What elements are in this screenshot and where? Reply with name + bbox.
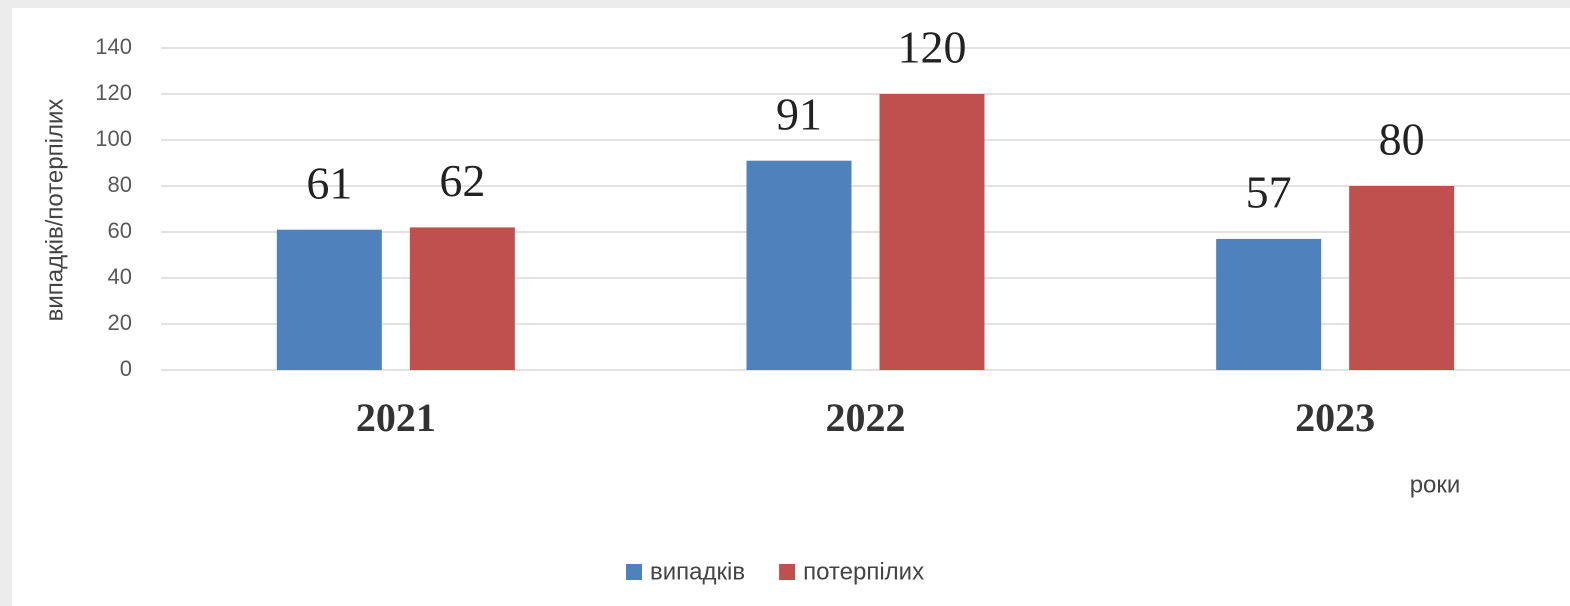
legend-swatch	[779, 564, 796, 580]
bar	[879, 94, 985, 370]
x-tick-label: 2022	[826, 395, 906, 440]
y-tick-label: 40	[108, 264, 132, 289]
x-tick-label: 2021	[356, 395, 436, 440]
y-tick-label: 80	[108, 172, 132, 197]
y-tick-label: 120	[95, 80, 132, 105]
data-label: 62	[439, 155, 485, 206]
bar	[276, 229, 382, 370]
data-label: 80	[1379, 114, 1425, 165]
legend-swatch	[626, 564, 642, 580]
legend-label: випадків	[650, 558, 745, 585]
data-label: 120	[898, 22, 967, 73]
y-tick-label: 0	[120, 356, 132, 381]
x-tick-label: 2023	[1295, 395, 1375, 440]
bar	[409, 227, 515, 370]
legend-label: потерпілих	[803, 558, 924, 585]
bar	[746, 160, 852, 370]
bar	[1216, 238, 1322, 370]
bar	[1349, 186, 1455, 370]
y-tick-label: 140	[95, 34, 132, 59]
data-label: 61	[306, 157, 352, 208]
y-tick-label: 20	[108, 310, 132, 335]
x-axis-label: роки	[1410, 471, 1461, 498]
y-axis-label: випадків/потерпілих	[41, 99, 68, 322]
y-tick-label: 100	[95, 126, 132, 151]
data-label: 57	[1246, 166, 1292, 217]
data-label: 91	[776, 88, 822, 139]
y-tick-label: 60	[108, 218, 132, 243]
